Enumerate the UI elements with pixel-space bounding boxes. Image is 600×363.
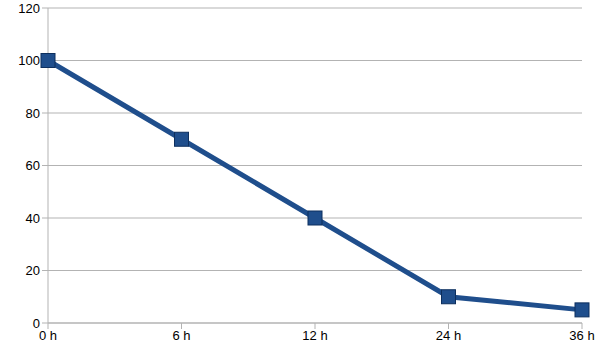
- svg-text:6 h: 6 h: [172, 328, 190, 343]
- svg-text:40: 40: [26, 211, 40, 226]
- svg-text:24 h: 24 h: [436, 328, 461, 343]
- svg-text:12 h: 12 h: [302, 328, 327, 343]
- svg-text:20: 20: [26, 263, 40, 278]
- svg-text:100: 100: [18, 53, 40, 68]
- svg-text:36 h: 36 h: [569, 328, 592, 343]
- svg-text:0: 0: [33, 316, 40, 331]
- svg-text:120: 120: [18, 1, 40, 16]
- svg-text:60: 60: [26, 158, 40, 173]
- svg-text:80: 80: [26, 106, 40, 121]
- svg-text:0 h: 0 h: [39, 328, 57, 343]
